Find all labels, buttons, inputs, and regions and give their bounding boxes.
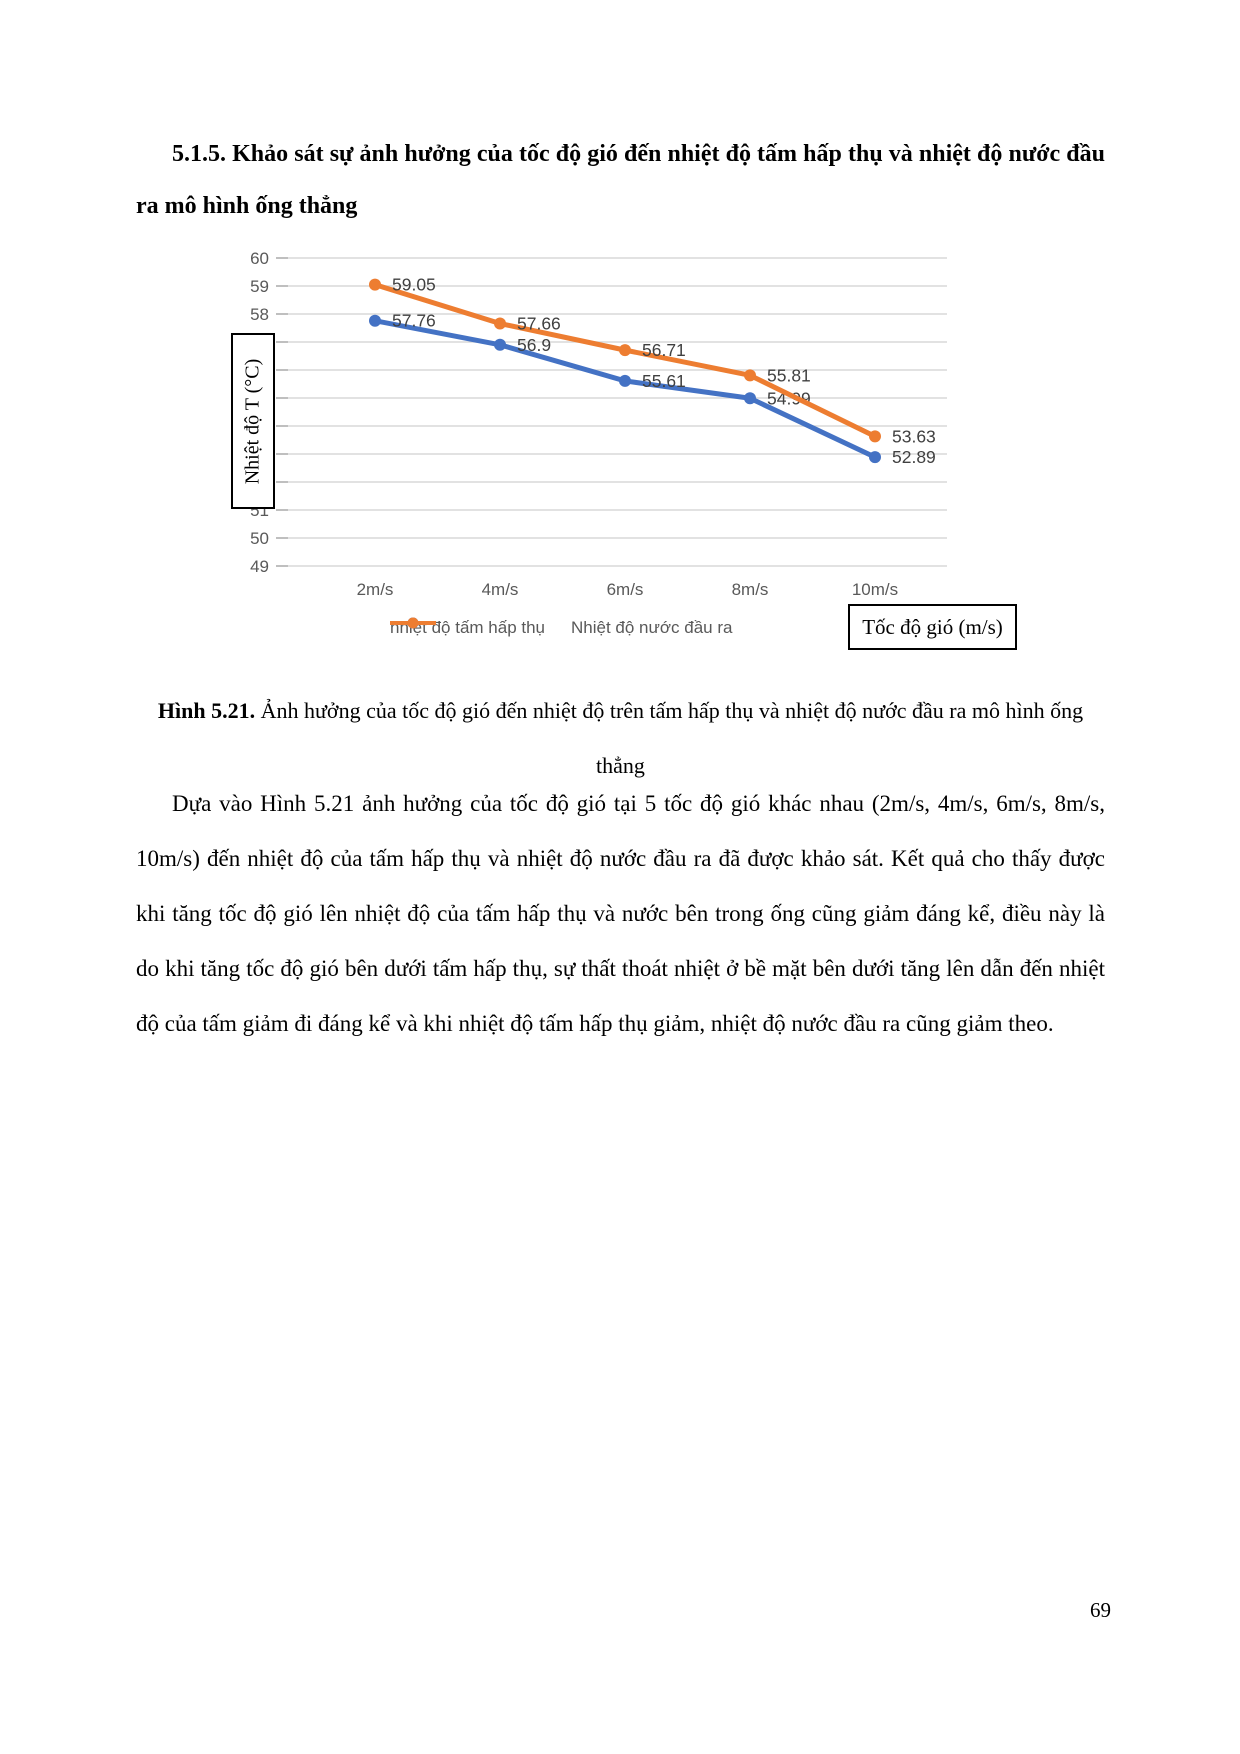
y-tick-label: 59: [250, 277, 269, 296]
figure-caption-text: Ảnh hưởng của tốc độ gió đến nhiệt độ tr…: [255, 698, 1084, 778]
x-category-label: 8m/s: [732, 580, 769, 599]
x-axis-title: Tốc độ gió (m/s): [862, 614, 1003, 639]
chart-legend: nhiệt độ tấm hấp thụ Nhiệt độ nước đầu ra: [390, 616, 732, 640]
line-chart-canvas: 4950515253545556575859602m/s4m/s6m/s8m/s…: [250, 249, 947, 599]
figure-caption: Hình 5.21. Ảnh hưởng của tốc độ gió đến …: [136, 683, 1105, 793]
data-point: [369, 314, 381, 327]
data-label: 56.71: [642, 340, 686, 360]
legend-item: Nhiệt độ nước đầu ra: [390, 617, 733, 638]
y-axis-title: Nhiệt độ T (°C): [241, 358, 264, 484]
x-axis-title-box: Tốc độ gió (m/s): [848, 604, 1017, 650]
data-point: [744, 369, 756, 382]
data-label: 53.63: [892, 426, 936, 446]
data-point: [494, 317, 506, 330]
x-category-label: 10m/s: [852, 580, 898, 599]
data-label: 55.61: [642, 371, 686, 391]
body-paragraph: Dựa vào Hình 5.21 ảnh hưởng của tốc độ g…: [136, 791, 1105, 1036]
data-point: [869, 451, 881, 464]
data-point: [494, 338, 506, 351]
data-label: 59.05: [392, 275, 436, 295]
y-axis-title-box: Nhiệt độ T (°C): [231, 333, 275, 509]
data-label: 54.99: [767, 388, 811, 408]
data-label: 56.9: [517, 335, 551, 355]
figure-5-21-chart: 4950515253545556575859602m/s4m/s6m/s8m/s…: [205, 235, 1035, 665]
legend-label: Nhiệt độ nước đầu ra: [571, 618, 733, 637]
section-heading: 5.1.5. Khảo sát sự ảnh hưởng của tốc độ …: [136, 141, 1105, 219]
data-label: 57.66: [517, 314, 561, 334]
page-number: 69: [1090, 1598, 1111, 1622]
y-tick-label: 50: [250, 529, 269, 548]
x-category-label: 6m/s: [607, 580, 644, 599]
data-point: [369, 278, 381, 291]
data-label: 52.89: [892, 447, 936, 467]
y-tick-label: 60: [250, 249, 269, 268]
y-tick-label: 58: [250, 305, 269, 324]
legend-marker: [390, 617, 436, 629]
data-label: 57.76: [392, 311, 436, 331]
x-category-label: 4m/s: [482, 580, 519, 599]
figure-caption-label: Hình 5.21.: [157, 698, 256, 723]
series-line-1: [372, 282, 878, 439]
data-point: [619, 374, 631, 387]
data-label: 55.81: [767, 365, 811, 385]
data-point: [619, 344, 631, 357]
data-point: [744, 392, 756, 405]
y-tick-label: 49: [250, 557, 269, 576]
x-category-label: 2m/s: [357, 580, 394, 599]
data-point: [869, 430, 881, 443]
